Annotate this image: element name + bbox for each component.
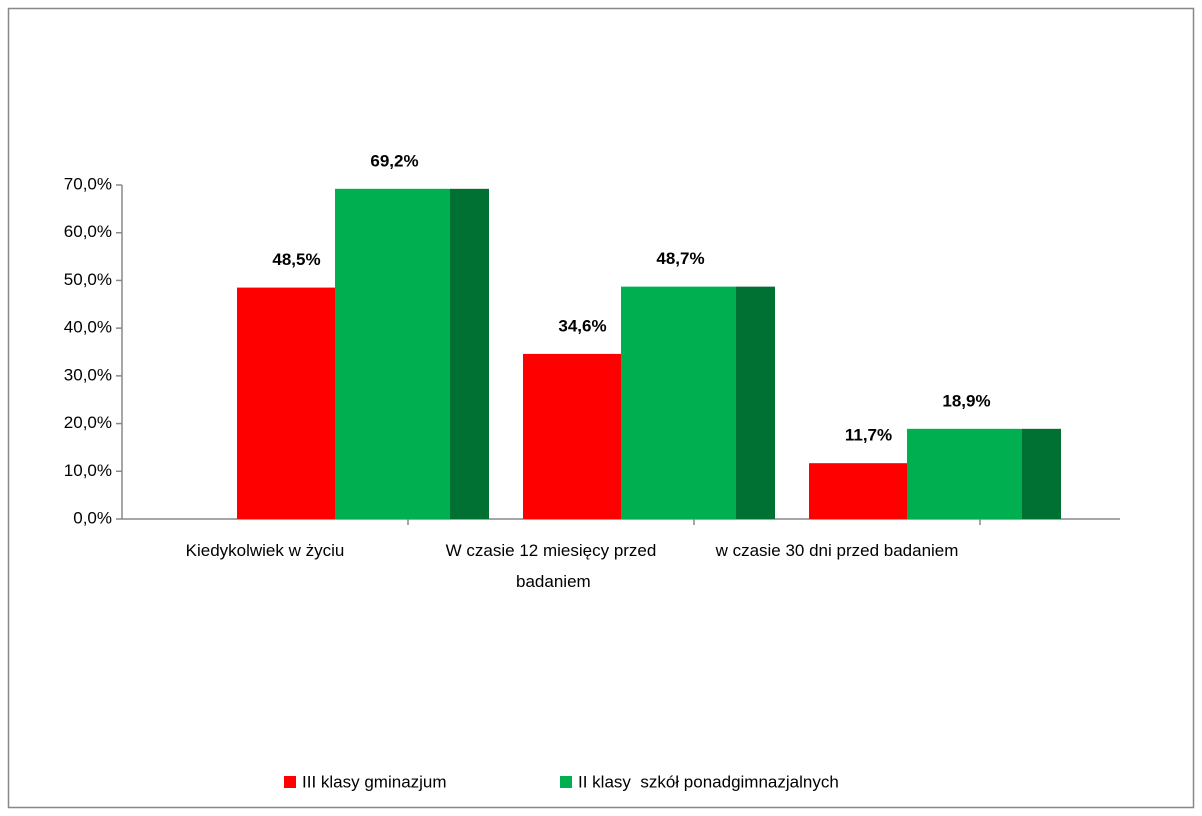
bar-side: [450, 188, 489, 519]
legend-label: II klasy szkół ponadgimnazjalnych: [578, 772, 839, 791]
y-tick-label: 40,0%: [64, 318, 112, 337]
bar-side: [736, 286, 775, 519]
y-tick-label: 50,0%: [64, 270, 112, 289]
y-tick-label: 10,0%: [64, 461, 112, 480]
data-label: 48,5%: [272, 250, 320, 269]
legend-swatch: [560, 776, 572, 788]
data-label: 48,7%: [656, 249, 704, 268]
bar: [335, 188, 450, 519]
legend-label: III klasy gminazjum: [302, 772, 447, 791]
data-label: 34,6%: [558, 316, 606, 335]
y-tick-label: 70,0%: [64, 174, 112, 193]
x-tick-label: Kiedykolwiek w życiu: [186, 541, 345, 560]
bar: [523, 353, 638, 519]
y-tick-label: 30,0%: [64, 365, 112, 384]
bar-side: [1022, 428, 1061, 519]
y-tick-label: 0,0%: [73, 508, 112, 527]
bar: [809, 463, 924, 519]
y-tick-label: 60,0%: [64, 222, 112, 241]
bar: [907, 428, 1022, 519]
bar: [621, 286, 736, 519]
legend-swatch: [284, 776, 296, 788]
data-label: 69,2%: [370, 151, 418, 170]
x-tick-label: W czasie 12 miesięcy przed badaniem: [446, 541, 657, 591]
x-tick-label: w czasie 30 dni przed badaniem: [715, 541, 959, 560]
data-label: 18,9%: [942, 391, 990, 410]
bar: [237, 287, 352, 519]
data-label: 11,7%: [845, 426, 892, 445]
y-tick-label: 20,0%: [64, 413, 112, 432]
